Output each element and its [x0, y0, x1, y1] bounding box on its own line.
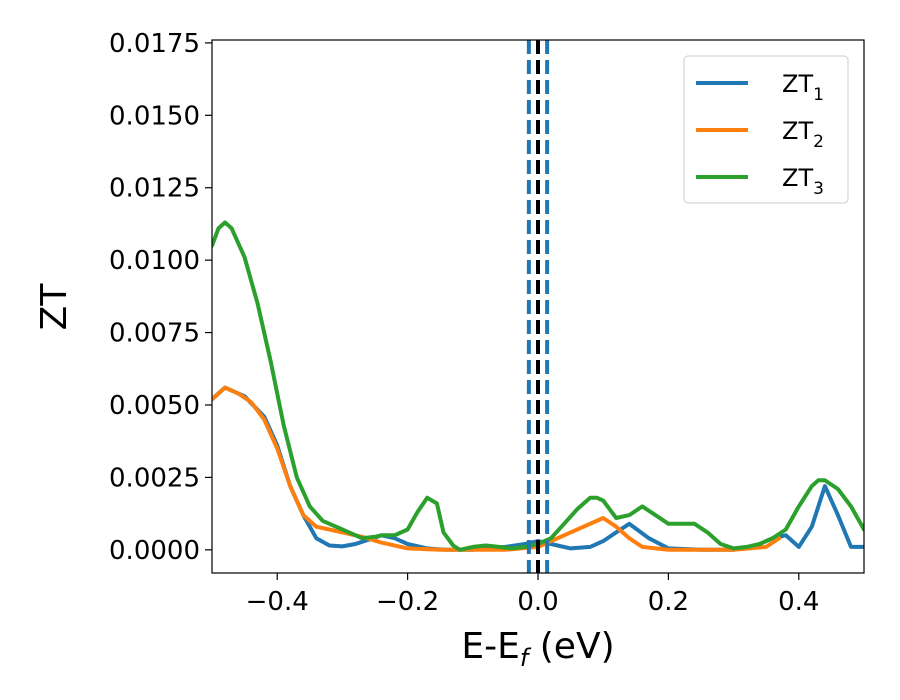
- y-axis-title: ZT: [34, 283, 75, 331]
- legend: ZT1 ZT2 ZT3: [683, 55, 849, 204]
- x-tick-label: 0.4: [778, 587, 819, 617]
- x-axis-title: E-Ef (eV): [461, 626, 614, 672]
- x-tick-label: 0.2: [648, 587, 689, 617]
- x-tick-label: 0.0: [517, 587, 558, 617]
- legend-box: [683, 55, 849, 204]
- axes-layer: −0.4 −0.2 0.0 0.2 0.4 0.0000 0.0025 0.0050 0.007…: [109, 29, 865, 617]
- y-tick-label: 0.0075: [109, 319, 200, 349]
- plot-layer: [212, 40, 864, 573]
- legend-label-1: ZT1: [782, 70, 824, 105]
- legend-label-3: ZT3: [782, 164, 824, 199]
- y-tick-label: 0.0050: [109, 391, 200, 421]
- y-tick-label: 0.0025: [109, 463, 200, 493]
- y-tick-label: 0.0125: [109, 174, 200, 204]
- series-line-3: [212, 220, 864, 552]
- y-tick-label: 0.0000: [109, 536, 200, 566]
- y-tick-label: 0.0150: [109, 101, 200, 131]
- series-line-2: [212, 385, 782, 552]
- legend-label-2: ZT2: [782, 117, 824, 152]
- y-tick-label: 0.0100: [109, 246, 200, 276]
- x-tick-label: −0.4: [246, 587, 309, 617]
- y-tick-label: 0.0175: [109, 29, 200, 59]
- x-tick-label: −0.2: [376, 587, 439, 617]
